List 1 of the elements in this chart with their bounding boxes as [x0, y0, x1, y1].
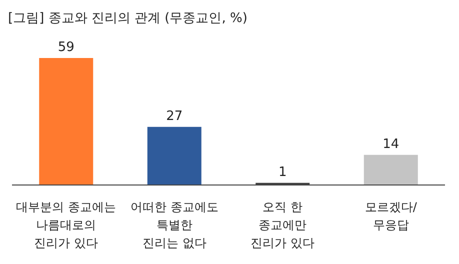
title: [그림] 종교와 진리의 관계 (무종교인, %)	[8, 11, 248, 26]
